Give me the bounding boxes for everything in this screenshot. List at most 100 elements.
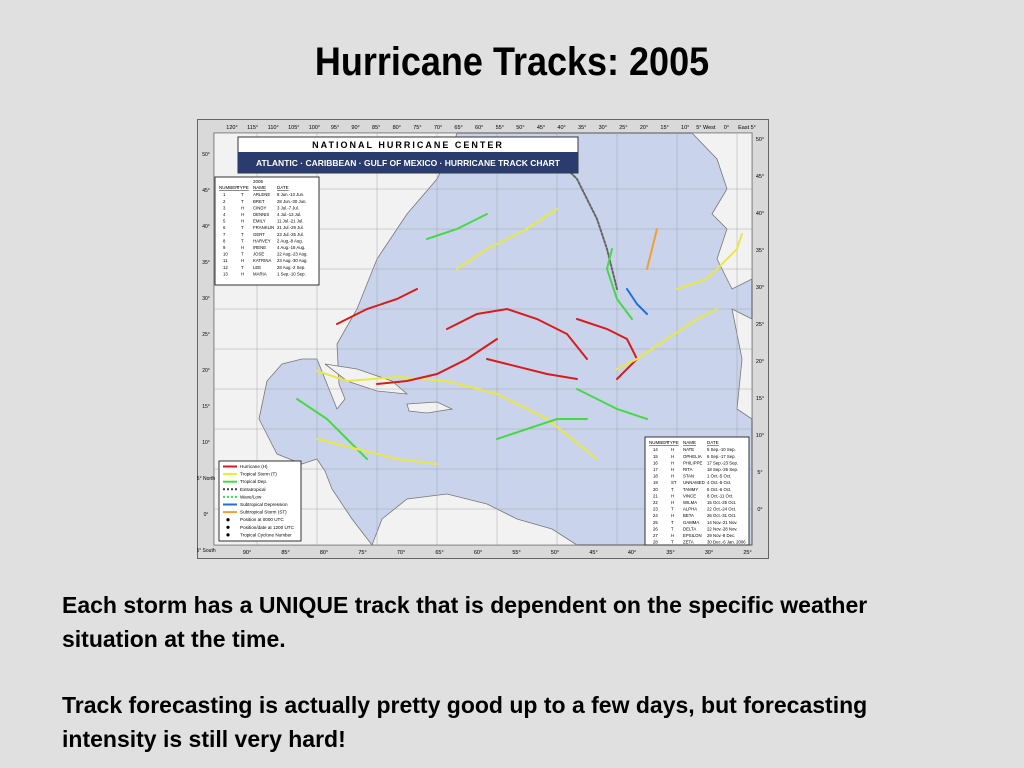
latitude-label: 5° South	[197, 548, 216, 554]
table-cell: ZETA	[683, 540, 694, 545]
table-header: NUMBER	[219, 185, 239, 190]
table-cell: 17 Sep.-23 Sep.	[707, 460, 738, 465]
table-header: TYPE	[237, 185, 249, 190]
table-cell: H	[671, 447, 674, 452]
longitude-label: 50°	[551, 550, 559, 556]
latitude-label: 45°	[202, 188, 210, 194]
longitude-label: 45°	[589, 550, 597, 556]
legend-label: Tropical Dep.	[240, 479, 267, 484]
table-cell: T	[671, 520, 674, 525]
table-header: NUMBER	[649, 440, 669, 445]
table-cell: 5 Sep.-10 Sep.	[707, 447, 736, 452]
table-cell: 6	[223, 225, 226, 230]
longitude-label: 50°	[516, 125, 524, 131]
latitude-label: 35°	[756, 248, 764, 254]
latitude-label: 35°	[202, 260, 210, 266]
table-cell: 22	[653, 500, 658, 505]
latitude-label: 15°	[756, 396, 764, 402]
table-cell: T	[671, 540, 674, 545]
table-cell: 15 Oct.-25 Oct.	[707, 500, 736, 505]
latitude-label: 5°	[757, 470, 762, 476]
legend-label: Tropical Cyclone Number	[240, 532, 292, 537]
longitude-label: 55°	[512, 550, 520, 556]
slide-title: Hurricane Tracks: 2005	[314, 40, 710, 84]
longitude-label: 5° West	[696, 125, 716, 131]
table-cell: 3	[223, 205, 226, 210]
longitude-label: 30°	[599, 125, 607, 131]
table-cell: 7	[223, 232, 226, 237]
legend-label: Subtropical Depression	[240, 502, 288, 507]
table-cell: UNNAMED	[683, 480, 705, 485]
table-cell: T	[241, 265, 244, 270]
table-cell: 14 Nov.-21 Nov.	[707, 520, 737, 525]
table-cell: DENNIS	[253, 212, 269, 217]
longitude-label: 110°	[268, 125, 279, 131]
map-header-box	[237, 136, 579, 174]
table-cell: GAMMA	[683, 520, 699, 525]
table-cell: T	[241, 252, 244, 257]
legend-swatch	[226, 533, 230, 537]
longitude-label: 35°	[578, 125, 586, 131]
table-cell: GERT	[253, 232, 265, 237]
latitude-label: 40°	[202, 224, 210, 230]
table-cell: HARVEY	[253, 238, 271, 243]
table-cell: 23 Aug.-30 Aug.	[277, 258, 308, 263]
table-cell: 11	[223, 258, 228, 263]
map-header: NATIONAL HURRICANE CENTER	[312, 140, 504, 150]
table-cell: T	[241, 232, 244, 237]
table-cell: H	[241, 271, 244, 276]
table-cell: 19	[653, 480, 658, 485]
legend-label: Position at 0000 UTC	[240, 517, 284, 522]
legend-label: Subtropical Storm (ST)	[240, 510, 287, 515]
longitude-label: 10°	[681, 125, 689, 131]
table-cell: EPSILON	[683, 533, 702, 538]
table-cell: BETA	[683, 513, 694, 518]
table-cell: T	[241, 192, 244, 197]
table-cell: 20	[653, 487, 658, 492]
table-cell: H	[671, 493, 674, 498]
table-cell: 4 Jul.-13 Jul.	[277, 212, 301, 217]
longitude-label: 55°	[496, 125, 504, 131]
table-cell: H	[671, 474, 674, 479]
table-cell: T	[671, 507, 674, 512]
latitude-label: 20°	[756, 359, 764, 365]
table-cell: T	[241, 238, 244, 243]
table-cell: ALPHA	[683, 507, 697, 512]
map-subheader: ATLANTIC · CARIBBEAN · GULF OF MEXICO · …	[256, 158, 561, 168]
table-cell: H	[241, 205, 244, 210]
table-header: NAME	[253, 185, 266, 190]
table-cell: 2 Aug.-8 Aug.	[277, 238, 303, 243]
table-cell: 8 Jun.-13 Jun.	[277, 192, 304, 197]
table-cell: WILMA	[683, 500, 697, 505]
table-cell: T	[671, 487, 674, 492]
latitude-label: 10°	[756, 433, 764, 439]
longitude-label: 120°	[226, 125, 237, 131]
table-cell: H	[671, 513, 674, 518]
table-cell: 22 Nov.-28 Nov.	[707, 526, 737, 531]
table-cell: T	[671, 526, 674, 531]
table-cell: H	[671, 467, 674, 472]
table-cell: CINDY	[253, 205, 267, 210]
latitude-label: 25°	[202, 332, 210, 338]
table-cell: H	[671, 500, 674, 505]
longitude-label: 65°	[454, 125, 462, 131]
latitude-label: 0°	[757, 507, 762, 513]
longitude-label: 65°	[435, 550, 443, 556]
table-cell: 22 Oct.-24 Oct.	[707, 507, 736, 512]
longitude-label: 25°	[619, 125, 627, 131]
table-cell: 21 Jul.-29 Jul.	[277, 225, 304, 230]
table-cell: 6 Sep.-17 Sep.	[707, 454, 736, 459]
table-cell: H	[241, 219, 244, 224]
table-cell: DELTA	[683, 526, 696, 531]
longitude-label: 100°	[309, 125, 320, 131]
table-cell: 4	[223, 212, 226, 217]
table-cell: TAMMY	[683, 487, 698, 492]
legend-swatch	[226, 518, 230, 522]
table-cell: ARLENE	[253, 192, 270, 197]
legend-label: Extratropical	[240, 487, 266, 492]
body-text: Each storm has a UNIQUE track that is de…	[62, 592, 868, 652]
table-cell: FRANKLIN	[253, 225, 274, 230]
table-cell: 28 Aug.-2 Sep.	[277, 265, 305, 270]
table-cell: 2	[223, 199, 226, 204]
longitude-label: 105°	[288, 125, 299, 131]
